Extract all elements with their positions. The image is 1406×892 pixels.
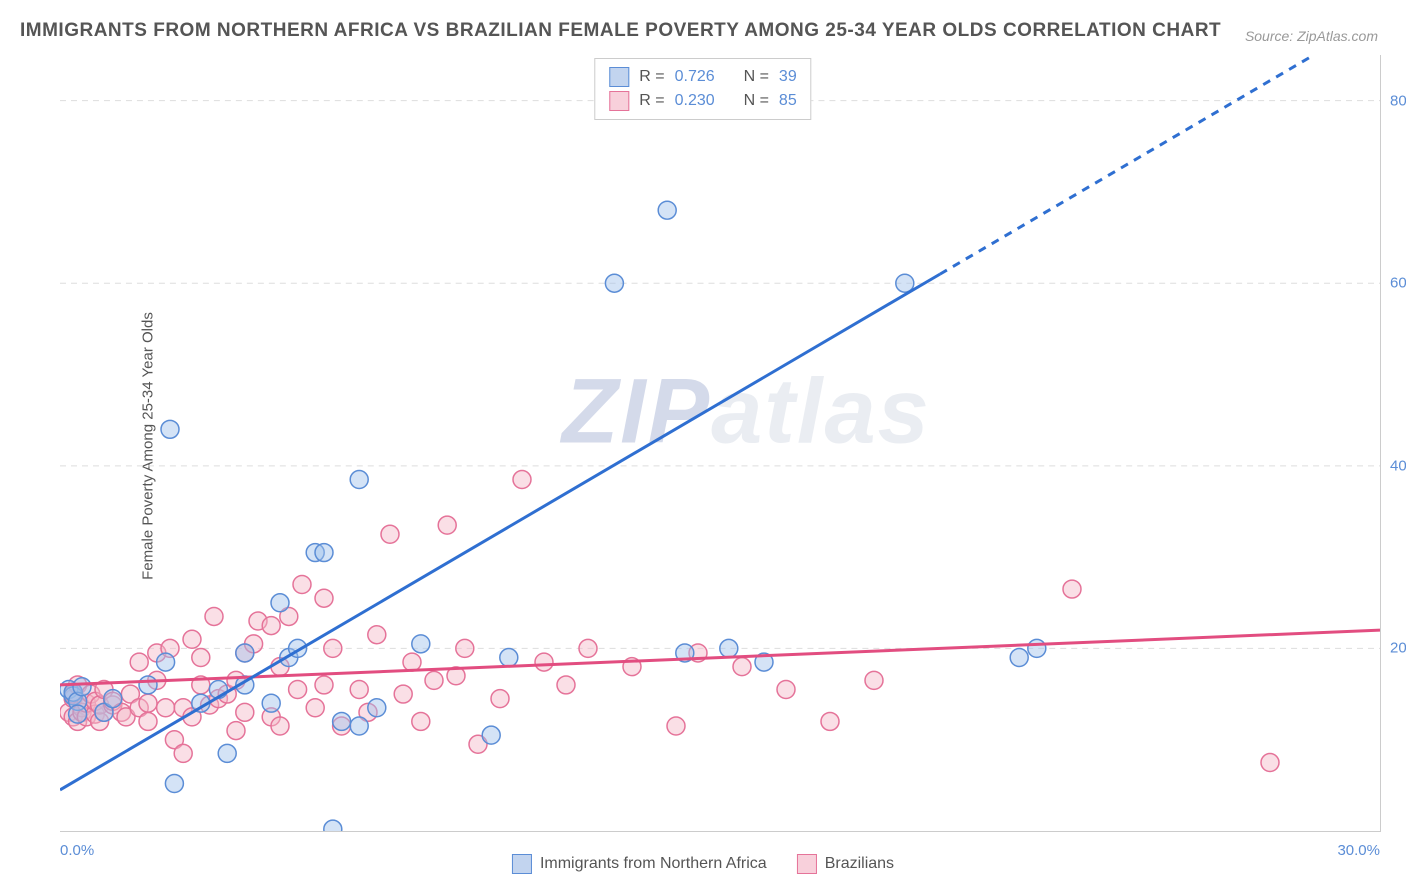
scatter-point (368, 626, 386, 644)
scatter-point (183, 630, 201, 648)
scatter-point (69, 705, 87, 723)
r-value-pink: 0.230 (675, 92, 715, 110)
scatter-point (262, 617, 280, 635)
regression-line-blue-dashed (940, 55, 1314, 274)
scatter-point (821, 712, 839, 730)
scatter-point (412, 635, 430, 653)
scatter-point (350, 471, 368, 489)
scatter-point (236, 703, 254, 721)
y-tick-label: 20.0% (1390, 640, 1406, 657)
scatter-point (139, 712, 157, 730)
n-label: N = (744, 92, 769, 110)
scatter-point (262, 694, 280, 712)
scatter-point (227, 722, 245, 740)
legend-row-blue: R = 0.726 N = 39 (609, 65, 796, 89)
scatter-point (350, 717, 368, 735)
scatter-point (1063, 580, 1081, 598)
scatter-point (139, 694, 157, 712)
scatter-point (130, 653, 148, 671)
scatter-point (289, 681, 307, 699)
chart-svg (60, 55, 1380, 831)
swatch-blue (512, 854, 532, 874)
scatter-point (381, 525, 399, 543)
regression-line-blue (60, 274, 940, 790)
source-attribution: Source: ZipAtlas.com (1245, 28, 1378, 44)
n-label: N = (744, 68, 769, 86)
plot-area: ZIPatlas 20.0%40.0%60.0%80.0% 0.0%30.0% (60, 55, 1381, 832)
scatter-point (667, 717, 685, 735)
legend-item-pink: Brazilians (797, 854, 894, 874)
scatter-point (425, 671, 443, 689)
scatter-point (865, 671, 883, 689)
scatter-point (777, 681, 795, 699)
scatter-point (315, 589, 333, 607)
r-label: R = (639, 68, 664, 86)
scatter-point (403, 653, 421, 671)
n-value-pink: 85 (779, 92, 797, 110)
scatter-point (456, 639, 474, 657)
scatter-point (236, 644, 254, 662)
scatter-point (271, 717, 289, 735)
scatter-point (324, 639, 342, 657)
scatter-point (394, 685, 412, 703)
y-tick-label: 80.0% (1390, 92, 1406, 109)
legend-item-blue: Immigrants from Northern Africa (512, 854, 767, 874)
source-value: ZipAtlas.com (1297, 28, 1378, 44)
legend-top: R = 0.726 N = 39 R = 0.230 N = 85 (594, 58, 811, 120)
scatter-point (491, 690, 509, 708)
scatter-point (368, 699, 386, 717)
source-label: Source: (1245, 28, 1293, 44)
scatter-point (438, 516, 456, 534)
scatter-point (579, 639, 597, 657)
swatch-pink (797, 854, 817, 874)
scatter-point (333, 712, 351, 730)
scatter-point (535, 653, 553, 671)
scatter-point (157, 699, 175, 717)
scatter-point (165, 775, 183, 793)
r-label: R = (639, 92, 664, 110)
scatter-point (500, 649, 518, 667)
scatter-point (139, 676, 157, 694)
scatter-point (412, 712, 430, 730)
swatch-pink (609, 91, 629, 111)
scatter-point (605, 274, 623, 292)
scatter-point (658, 201, 676, 219)
scatter-point (157, 653, 175, 671)
scatter-point (104, 690, 122, 708)
scatter-point (73, 678, 91, 696)
scatter-point (513, 471, 531, 489)
scatter-point (324, 820, 342, 831)
scatter-point (293, 576, 311, 594)
scatter-point (192, 649, 210, 667)
scatter-point (315, 676, 333, 694)
legend-label-blue: Immigrants from Northern Africa (540, 855, 767, 873)
scatter-point (271, 594, 289, 612)
scatter-point (557, 676, 575, 694)
x-tick-label: 0.0% (60, 842, 94, 859)
scatter-point (174, 744, 192, 762)
legend-label-pink: Brazilians (825, 855, 894, 873)
scatter-point (1010, 649, 1028, 667)
scatter-point (315, 544, 333, 562)
y-tick-label: 60.0% (1390, 275, 1406, 292)
legend-bottom: Immigrants from Northern Africa Brazilia… (512, 854, 894, 874)
scatter-point (720, 639, 738, 657)
scatter-point (350, 681, 368, 699)
scatter-point (161, 420, 179, 438)
scatter-point (1261, 754, 1279, 772)
scatter-point (205, 607, 223, 625)
n-value-blue: 39 (779, 68, 797, 86)
swatch-blue (609, 67, 629, 87)
y-tick-label: 40.0% (1390, 457, 1406, 474)
x-tick-label: 30.0% (1337, 842, 1380, 859)
legend-row-pink: R = 0.230 N = 85 (609, 89, 796, 113)
scatter-point (218, 744, 236, 762)
page-title: IMMIGRANTS FROM NORTHERN AFRICA VS BRAZI… (20, 20, 1221, 42)
r-value-blue: 0.726 (675, 68, 715, 86)
scatter-point (482, 726, 500, 744)
scatter-point (733, 658, 751, 676)
scatter-point (1028, 639, 1046, 657)
scatter-point (306, 699, 324, 717)
